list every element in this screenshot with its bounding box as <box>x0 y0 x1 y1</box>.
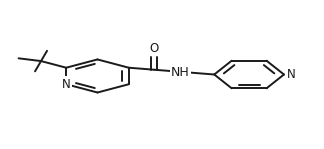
Text: N: N <box>287 68 296 81</box>
Text: N: N <box>62 78 71 91</box>
Text: O: O <box>150 42 159 55</box>
Text: NH: NH <box>171 66 190 79</box>
